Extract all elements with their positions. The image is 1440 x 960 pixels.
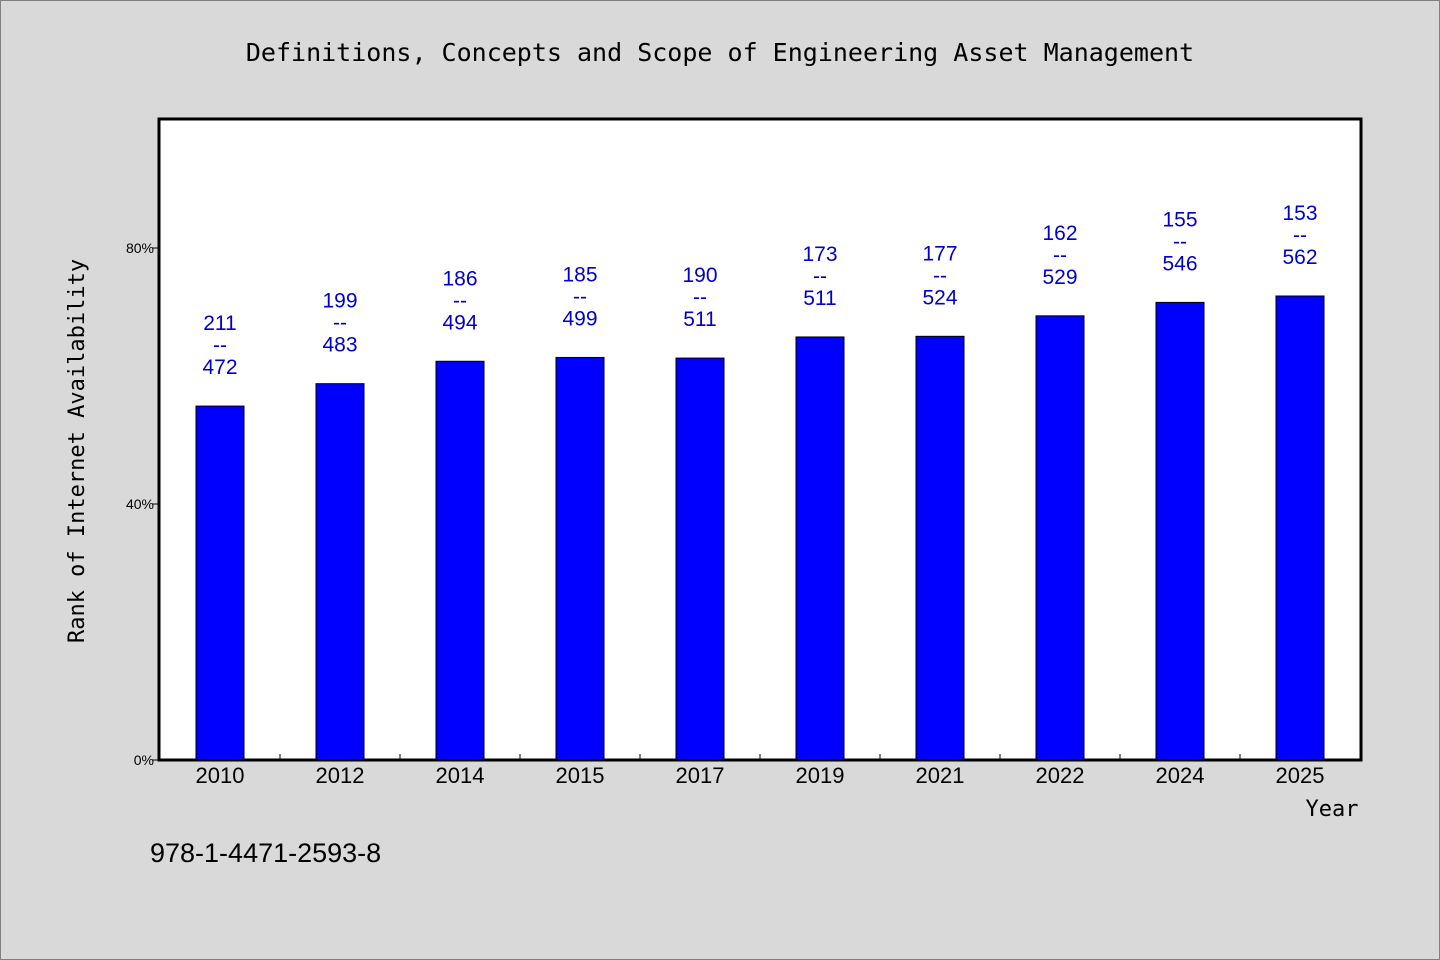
x-tick-label: 2014 — [436, 763, 485, 788]
rank-label: 185 — [562, 263, 597, 286]
label-separator: -- — [1293, 224, 1307, 247]
y-axis: 0% 40% 80% — [126, 240, 160, 768]
total-label: 524 — [922, 286, 957, 309]
bar-2010 — [195, 405, 245, 761]
bar-2021 — [915, 335, 965, 761]
rank-label: 155 — [1162, 208, 1197, 231]
label-separator: -- — [333, 312, 347, 335]
x-axis-label: Year — [1306, 797, 1359, 822]
label-separator: -- — [933, 264, 947, 287]
bar-2015 — [555, 356, 605, 761]
x-tick-label: 2025 — [1276, 763, 1325, 788]
x-tick-label: 2015 — [556, 763, 605, 788]
label-separator: -- — [453, 289, 467, 312]
total-label: 483 — [322, 334, 357, 357]
bar-2025 — [1275, 295, 1325, 761]
bar-2019 — [795, 336, 845, 761]
rank-label: 173 — [802, 243, 837, 266]
x-tick-label: 2012 — [316, 763, 365, 788]
rank-label: 190 — [682, 264, 717, 287]
rank-label: 199 — [322, 290, 357, 313]
rank-label: 186 — [442, 267, 477, 290]
x-tick-label: 2022 — [1036, 763, 1085, 788]
bar-2024 — [1155, 301, 1205, 761]
total-label: 511 — [803, 287, 836, 310]
x-axis: 2010 2012 2014 2015 2017 2019 2021 2022 2024 2025 — [196, 754, 1325, 788]
bar-2022 — [1035, 315, 1085, 761]
total-label: 546 — [1162, 252, 1197, 275]
total-label: 494 — [442, 311, 477, 334]
y-tick-label: 80% — [126, 240, 154, 256]
y-axis-label: Rank of Internet Availability — [65, 259, 90, 643]
bar-2017 — [675, 357, 725, 761]
x-tick-label: 2017 — [676, 763, 725, 788]
x-tick-label: 2024 — [1156, 763, 1205, 788]
bar-2012 — [315, 383, 365, 761]
bar-2014 — [435, 360, 485, 761]
isbn-footnote: 978-1-4471-2593-8 — [150, 838, 381, 868]
total-label: 529 — [1042, 266, 1077, 289]
x-tick-label: 2019 — [796, 763, 845, 788]
label-separator: -- — [1053, 244, 1067, 267]
label-separator: -- — [693, 286, 707, 309]
x-tick-label: 2021 — [916, 763, 965, 788]
x-tick-label: 2010 — [196, 763, 245, 788]
rank-label: 211 — [203, 312, 236, 335]
y-tick-label: 0% — [134, 752, 154, 768]
total-label: 499 — [562, 307, 597, 330]
rank-label: 162 — [1042, 222, 1077, 245]
total-label: 472 — [202, 356, 237, 379]
chart-title: Definitions, Concepts and Scope of Engin… — [246, 38, 1194, 67]
label-separator: -- — [1173, 230, 1187, 253]
bars-group — [195, 295, 1325, 761]
y-tick-label: 40% — [126, 496, 154, 512]
data-labels-group: 211--472199--483186--494185--499190--511… — [202, 202, 1317, 379]
label-separator: -- — [213, 334, 227, 357]
total-label: 511 — [683, 308, 716, 331]
rank-label: 153 — [1282, 202, 1317, 225]
total-label: 562 — [1282, 246, 1317, 269]
label-separator: -- — [573, 285, 587, 308]
label-separator: -- — [813, 265, 827, 288]
rank-label: 177 — [922, 242, 957, 265]
